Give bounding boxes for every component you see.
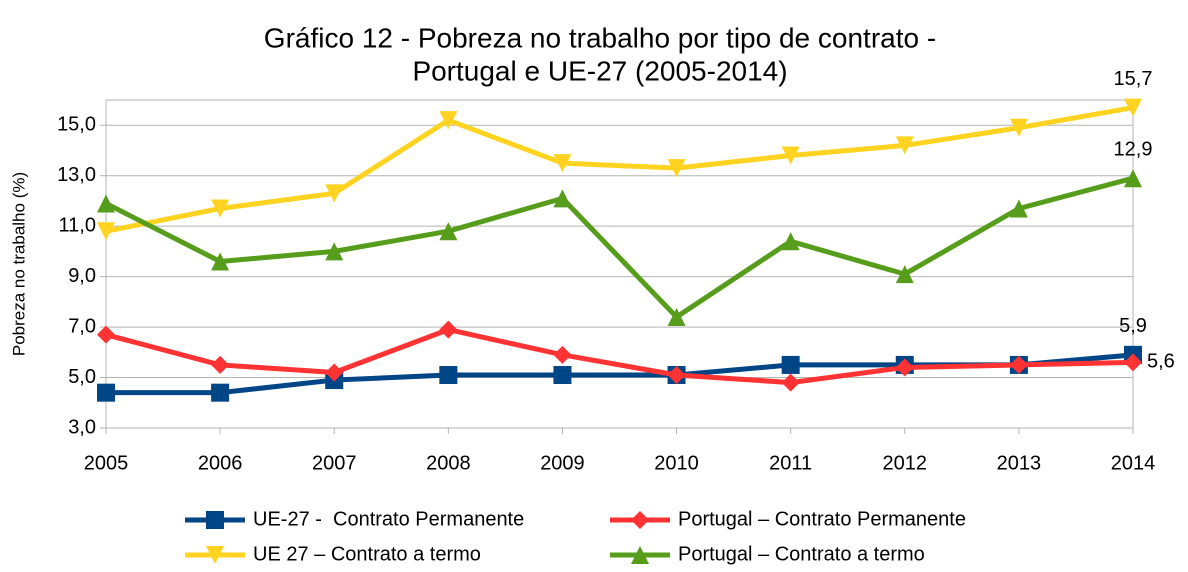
marker xyxy=(553,345,572,364)
legend-label: Portugal – Contrato a termo xyxy=(678,543,925,565)
legend-label: UE-27 - Contrato Permanente xyxy=(253,508,524,530)
marker xyxy=(1124,98,1142,117)
chart-title: Gráfico 12 - Pobreza no trabalho por tip… xyxy=(264,22,936,53)
y-tick-label: 7,0 xyxy=(68,315,96,337)
x-tick-label: 2014 xyxy=(1111,452,1156,474)
marker xyxy=(553,366,572,385)
marker xyxy=(667,307,686,326)
marker xyxy=(553,154,572,173)
marker xyxy=(211,355,230,374)
data-label: 5,9 xyxy=(1119,315,1147,337)
marker xyxy=(325,184,344,203)
data-label: 15,7 xyxy=(1114,68,1153,90)
marker xyxy=(781,373,800,392)
x-tick-label: 2013 xyxy=(997,452,1042,474)
marker xyxy=(781,355,800,374)
x-tick-label: 2009 xyxy=(540,452,585,474)
marker xyxy=(1124,169,1142,188)
marker xyxy=(325,363,344,382)
marker xyxy=(1124,353,1142,372)
y-tick-label: 5,0 xyxy=(68,366,96,388)
marker xyxy=(1009,118,1028,137)
marker xyxy=(1009,355,1028,374)
marker xyxy=(206,511,224,529)
marker xyxy=(895,265,914,284)
marker xyxy=(781,146,800,165)
chart-title: Portugal e UE-27 (2005-2014) xyxy=(412,55,787,86)
y-axis-label: Pobreza no trabalho (%) xyxy=(9,172,28,356)
marker xyxy=(553,189,572,208)
marker xyxy=(667,159,686,178)
data-label: 12,9 xyxy=(1114,138,1153,160)
marker xyxy=(439,320,458,339)
series-line xyxy=(105,327,1134,386)
x-tick-label: 2007 xyxy=(312,452,357,474)
marker xyxy=(439,222,458,241)
x-tick-label: 2005 xyxy=(84,452,129,474)
marker xyxy=(631,511,649,529)
legend-label: Portugal – Contrato Permanente xyxy=(678,508,966,530)
x-tick-label: 2011 xyxy=(769,452,812,474)
marker xyxy=(206,546,224,564)
y-tick-label: 9,0 xyxy=(68,265,96,287)
data-label: 5,6 xyxy=(1147,351,1175,373)
marker xyxy=(631,546,649,564)
marker xyxy=(97,222,115,241)
x-tick-label: 2006 xyxy=(198,452,243,474)
legend-label: UE 27 – Contrato a termo xyxy=(253,543,481,565)
marker xyxy=(97,325,115,344)
marker xyxy=(439,366,458,385)
marker xyxy=(895,136,914,155)
marker xyxy=(211,252,230,271)
marker xyxy=(439,111,458,130)
marker xyxy=(97,383,115,402)
marker xyxy=(211,199,230,218)
x-tick-label: 2008 xyxy=(426,452,471,474)
series-line xyxy=(104,175,1134,320)
marker xyxy=(211,383,230,402)
marker xyxy=(1009,199,1028,218)
marker xyxy=(781,232,800,251)
y-tick-label: 13,0 xyxy=(57,164,96,186)
marker xyxy=(895,358,914,377)
x-tick-label: 2010 xyxy=(654,452,699,474)
x-tick-label: 2012 xyxy=(883,452,928,474)
marker xyxy=(325,242,344,261)
series-line xyxy=(105,105,1134,234)
y-tick-label: 3,0 xyxy=(68,416,96,438)
plot-frame xyxy=(105,99,1134,429)
y-tick-label: 15,0 xyxy=(57,114,96,136)
y-tick-label: 11,0 xyxy=(59,214,96,236)
marker xyxy=(97,194,115,213)
marker xyxy=(667,366,686,385)
